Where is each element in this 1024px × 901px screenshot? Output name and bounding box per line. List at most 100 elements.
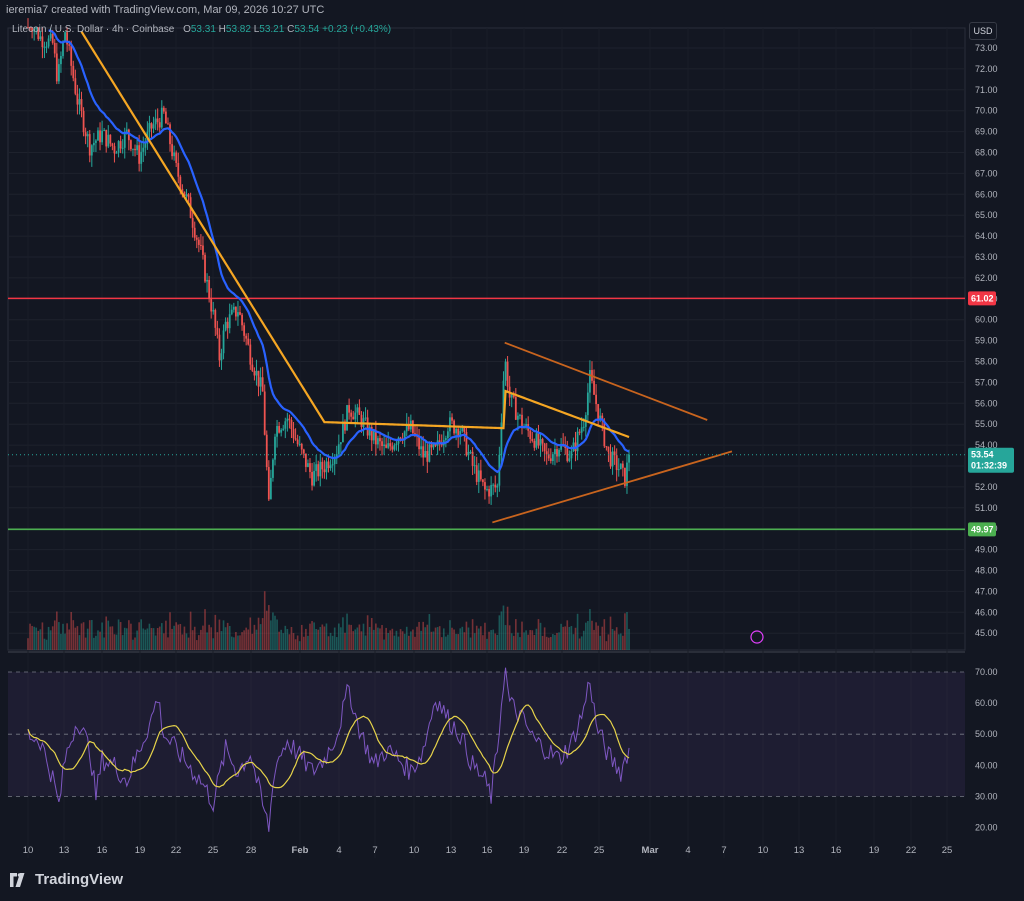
volume-bar: [379, 628, 381, 650]
volume-bar: [253, 624, 256, 650]
time-tick-label: 13: [794, 845, 805, 856]
candle-body: [185, 194, 188, 197]
volume-bar: [383, 639, 385, 650]
candle-body: [537, 433, 540, 446]
volume-bar: [319, 626, 322, 650]
candle-body: [154, 118, 157, 125]
volume-bar: [430, 631, 433, 650]
candle-body: [463, 427, 466, 433]
price-tick-label: 57.00: [975, 377, 998, 387]
volume-bar: [440, 637, 443, 650]
volume-bar: [158, 626, 161, 650]
volume-bar: [88, 620, 91, 650]
candle-body: [234, 306, 237, 317]
volume-bar: [119, 622, 122, 650]
candle-body: [383, 444, 385, 447]
candle-body: [350, 412, 353, 417]
candle-body: [607, 446, 610, 452]
volume-bar: [461, 626, 464, 650]
volume-bar: [449, 620, 451, 650]
volume-bar: [373, 629, 375, 650]
candle-body: [599, 415, 602, 421]
time-tick-label: 19: [519, 845, 530, 856]
horizontal-levels[interactable]: [8, 297, 965, 531]
price-tick-label: 68.00: [975, 148, 998, 158]
time-tick-label: 25: [594, 845, 605, 856]
volume-bar: [410, 631, 412, 650]
candle-body: [481, 479, 484, 483]
symbol-title[interactable]: Litecoin / U.S. Dollar · 4h · Coinbase: [12, 24, 175, 35]
rsi-tick-label: 60.00: [975, 698, 998, 708]
volume-bar: [580, 636, 583, 650]
candle-body: [173, 152, 176, 157]
volume-bar: [97, 630, 99, 650]
time-tick-label: Feb: [292, 845, 309, 856]
candle-body: [521, 414, 523, 429]
candle-body: [251, 364, 254, 371]
candle-body: [323, 469, 326, 473]
volume-bar: [391, 628, 394, 650]
currency-button[interactable]: USD: [969, 22, 997, 40]
volume-bar: [156, 628, 159, 650]
triangle-pattern[interactable]: [492, 341, 733, 524]
volume-bar: [101, 622, 103, 650]
volume-bar: [313, 622, 315, 650]
volume-bar: [401, 631, 404, 650]
volume-bar: [475, 625, 478, 650]
candle-body: [327, 461, 330, 469]
moving-averages: [48, 29, 630, 474]
candle-body: [66, 32, 69, 45]
candle-body: [356, 407, 359, 413]
candle-body: [430, 444, 433, 448]
candle-body: [90, 145, 93, 156]
volume-bar: [41, 622, 44, 650]
candle-body: [37, 27, 40, 40]
candle-body: [500, 422, 503, 455]
candle-body: [150, 123, 153, 129]
candle-body: [111, 143, 114, 147]
candle-body: [302, 449, 305, 454]
volume-bar: [218, 619, 221, 650]
volume-bar: [305, 628, 307, 650]
candle-body: [177, 163, 180, 177]
candle-body: [311, 471, 313, 486]
volume-bar: [265, 610, 268, 650]
candle-body: [138, 145, 141, 164]
candle-body: [379, 438, 381, 442]
price-tick-label: 58.00: [975, 357, 998, 367]
volume-bar: [484, 622, 486, 650]
volume-bar: [76, 626, 79, 650]
candle-body: [105, 129, 108, 147]
volume-bar: [140, 619, 143, 650]
candle-body: [449, 417, 451, 432]
candle-body: [195, 237, 198, 240]
candle-body: [296, 439, 299, 445]
triangle-lower-trendline: [492, 450, 733, 524]
candle-body: [426, 450, 429, 462]
candle-body: [290, 419, 293, 430]
lightning-icon: [750, 630, 764, 644]
volume-bar: [527, 634, 529, 650]
candle-body: [121, 147, 124, 149]
volume-bar: [193, 626, 196, 650]
tradingview-logo[interactable]: TradingView: [8, 871, 123, 888]
candle-body: [49, 33, 52, 39]
rsi-tick-label: 70.00: [975, 667, 998, 677]
volume-bar: [51, 626, 54, 650]
axes[interactable]: 73.00 72.00 71.00 70.00 69.00 68.00 67.00 66.00…: [23, 43, 998, 856]
candle-body: [492, 484, 495, 486]
candle-body: [237, 312, 239, 317]
time-tick-label: 16: [482, 845, 493, 856]
candle-body: [342, 421, 344, 443]
volume-bar: [566, 620, 569, 650]
candle-body: [70, 45, 73, 66]
volume-bar: [290, 626, 293, 650]
price-tick-label: 60.00: [975, 315, 998, 325]
volume-bar: [82, 622, 85, 650]
candle-body: [568, 458, 571, 461]
volume-bar: [60, 633, 62, 650]
price-tick-label: 73.00: [975, 43, 998, 53]
price-tick-label: 71.00: [975, 85, 998, 95]
candle-body: [578, 431, 581, 433]
